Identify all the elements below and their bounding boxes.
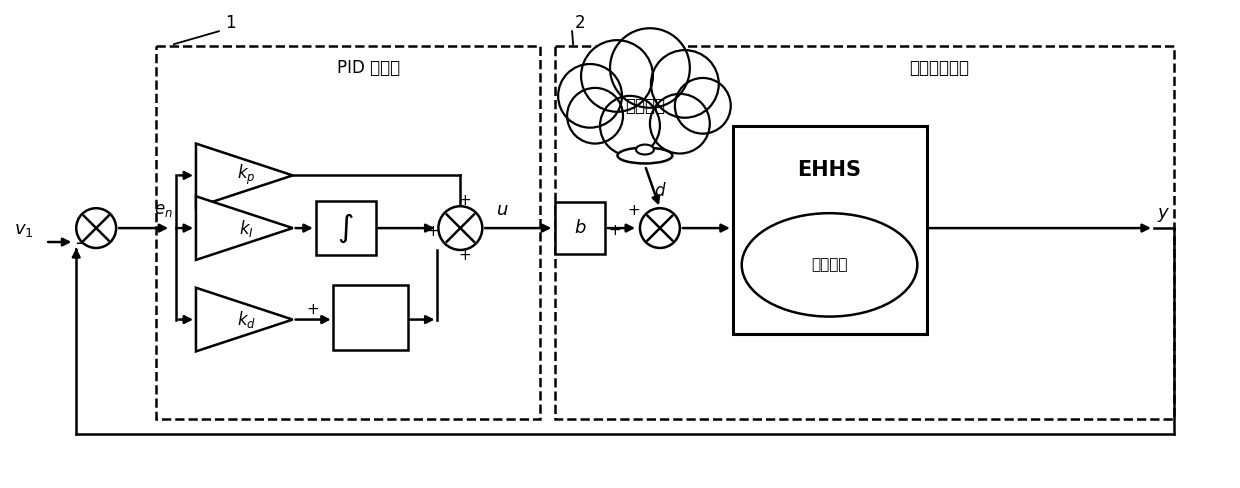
Text: +: + <box>627 203 640 218</box>
Text: $v_1$: $v_1$ <box>14 221 33 239</box>
Text: $e_{n}$: $e_{n}$ <box>154 201 172 219</box>
Text: 状态空间模型: 状态空间模型 <box>909 59 968 77</box>
Circle shape <box>640 208 680 248</box>
Circle shape <box>567 88 622 143</box>
Text: +: + <box>306 302 319 317</box>
Bar <box>334 285 408 350</box>
Text: +: + <box>427 224 439 239</box>
Bar <box>733 126 928 334</box>
Text: 外部扰动: 外部扰动 <box>625 97 665 115</box>
Polygon shape <box>196 196 293 260</box>
Text: $u$: $u$ <box>496 201 508 219</box>
Bar <box>316 201 376 255</box>
Text: $b$: $b$ <box>574 219 587 237</box>
Text: +: + <box>458 193 471 208</box>
Text: +: + <box>76 211 88 225</box>
Circle shape <box>600 96 660 156</box>
Text: $k_p$: $k_p$ <box>237 163 255 187</box>
Text: $y$: $y$ <box>1157 206 1171 224</box>
Ellipse shape <box>742 213 918 317</box>
Text: +: + <box>609 223 621 238</box>
Circle shape <box>582 40 653 112</box>
Circle shape <box>675 78 730 134</box>
Circle shape <box>651 50 719 118</box>
Bar <box>156 46 541 419</box>
Polygon shape <box>196 288 293 351</box>
Ellipse shape <box>618 147 672 163</box>
Circle shape <box>76 208 117 248</box>
Text: $k_d$: $k_d$ <box>237 309 255 330</box>
Text: −: − <box>73 235 89 253</box>
Text: 1: 1 <box>226 14 236 32</box>
Ellipse shape <box>636 144 653 155</box>
Text: PID 控制器: PID 控制器 <box>336 59 399 77</box>
Text: $\int$: $\int$ <box>337 211 353 245</box>
Polygon shape <box>196 143 293 207</box>
Text: $k_I$: $k_I$ <box>239 218 254 239</box>
Text: $d$: $d$ <box>653 183 666 200</box>
Circle shape <box>439 206 482 250</box>
Circle shape <box>558 64 622 128</box>
Text: 内部扰动: 内部扰动 <box>811 257 848 272</box>
Text: $dt$: $dt$ <box>362 324 379 340</box>
Bar <box>556 46 1174 419</box>
Text: EHHS: EHHS <box>797 161 862 181</box>
Text: +: + <box>458 248 471 264</box>
Bar <box>556 202 605 254</box>
Text: 2: 2 <box>575 14 585 32</box>
Circle shape <box>650 94 709 154</box>
Circle shape <box>610 28 689 108</box>
Text: $d$: $d$ <box>363 301 377 319</box>
